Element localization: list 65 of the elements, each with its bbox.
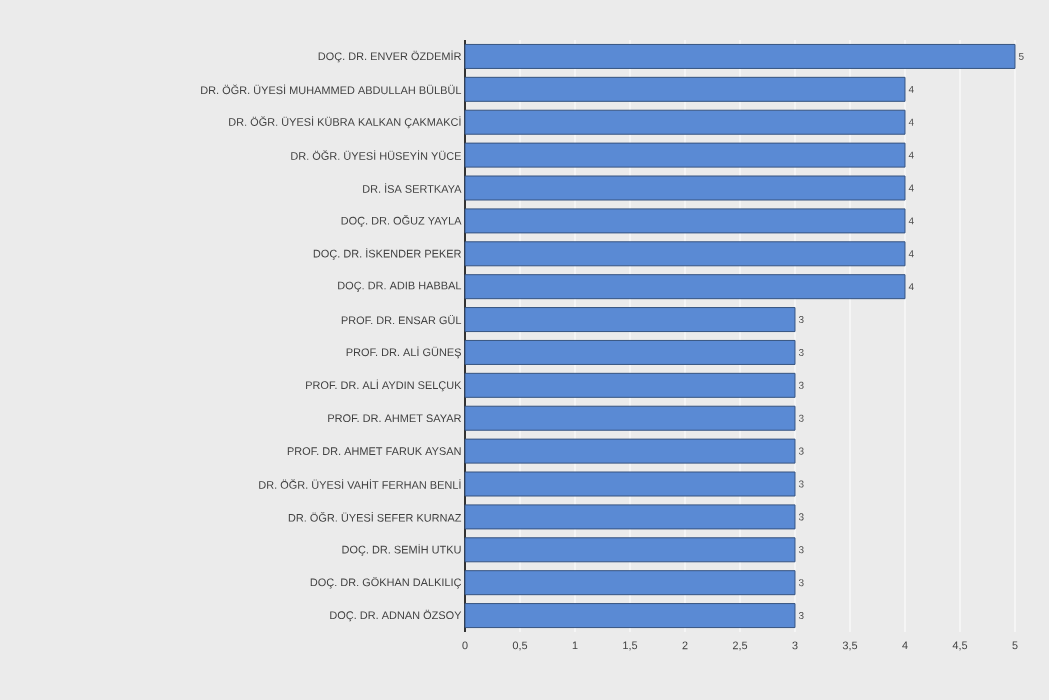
bar	[464, 471, 796, 497]
y-tick-label: DOÇ. DR. ADIB HABBAL	[338, 281, 462, 292]
y-tick-label: DOÇ. DR. İSKENDER PEKER	[313, 247, 461, 260]
x-tick-label: 2	[682, 641, 688, 650]
data-label: 4	[908, 85, 914, 93]
x-tick-label: 1,5	[623, 641, 638, 651]
x-tick-label: 5	[1012, 641, 1018, 650]
bar	[464, 438, 796, 464]
y-tick-label: DOÇ. DR. GÖKHAN DALKILIÇ	[310, 576, 462, 589]
y-tick-label: DOÇ. DR. OĞUZ YAYLA	[341, 214, 462, 227]
y-tick-label: DR. ÖĞR. ÜYESİ VAHİT FERHAN BENLİ	[259, 479, 461, 489]
data-label: 3	[798, 579, 804, 587]
y-tick-label: DOÇ. DR. ADNAN ÖZSOY	[330, 609, 462, 622]
bar	[464, 208, 906, 234]
bar	[464, 241, 906, 267]
data-label: 3	[798, 480, 804, 488]
bar	[464, 175, 906, 201]
y-tick-label: DOÇ. DR. SEMİH UTKU	[342, 543, 461, 556]
y-tick-label: DR. ÖĞR. ÜYESİ KÜBRA KALKAN ÇAKMAKCİ	[229, 116, 461, 129]
y-tick-label: PROF. DR. ALİ AYDIN SELÇUK	[306, 379, 462, 392]
x-tick-label: 3	[792, 641, 798, 650]
x-tick-label: 0	[462, 641, 468, 650]
data-label: 4	[908, 250, 914, 258]
x-tick-label: 3,5	[842, 641, 858, 651]
y-tick-label: DR. ÖĞR. ÜYESİ SEFER KURNAZ	[288, 512, 462, 522]
bar	[464, 142, 906, 168]
data-label: 3	[798, 348, 804, 356]
data-label: 3	[798, 513, 804, 521]
data-label: 4	[908, 151, 914, 159]
x-tick-label: 4,5	[952, 641, 968, 651]
x-tick-label: 1	[572, 641, 578, 650]
data-label: 4	[908, 184, 914, 192]
bar	[464, 405, 796, 431]
bar	[464, 76, 906, 102]
y-tick-label: DR. İSA SERTKAYA	[363, 183, 462, 193]
bar	[464, 570, 796, 596]
bar	[464, 43, 1016, 69]
bar	[464, 372, 796, 398]
y-tick-label: PROF. DR. ENSAR GÜL	[341, 314, 462, 325]
y-tick-label: PROF. DR. AHMET FARUK AYSAN	[287, 447, 461, 455]
y-tick-label: PROF. DR. ALİ GÜNEŞ	[346, 346, 461, 359]
bar	[464, 339, 796, 365]
data-label: 4	[908, 283, 914, 291]
data-label: 4	[908, 217, 914, 225]
x-tick-label: 4	[902, 641, 908, 650]
data-label: 4	[908, 118, 914, 126]
data-label: 3	[798, 447, 804, 455]
data-label: 3	[798, 414, 804, 422]
x-tick-label: 0,5	[512, 641, 528, 651]
y-tick-label: DOÇ. DR. ENVER ÖZDEMİR	[318, 50, 461, 63]
bar	[464, 504, 796, 530]
bar	[464, 307, 796, 333]
y-tick-label: DR. ÖĞR. ÜYESİ MUHAMMED ABDULLAH BÜLBÜL	[201, 84, 462, 95]
bar	[464, 537, 796, 563]
data-label: 3	[798, 546, 804, 554]
x-tick-label: 2,5	[732, 641, 748, 651]
y-tick-label: DR. ÖĞR. ÜYESİ HÜSEYİN YÜCE	[291, 150, 461, 160]
bar	[464, 274, 906, 300]
data-label: 3	[798, 316, 804, 324]
bar	[464, 109, 906, 135]
bar	[464, 603, 796, 629]
data-label: 3	[798, 612, 804, 620]
y-tick-label: PROF. DR. AHMET SAYAR	[328, 414, 461, 423]
data-label: 3	[798, 381, 804, 389]
data-label: 5	[1018, 52, 1024, 60]
